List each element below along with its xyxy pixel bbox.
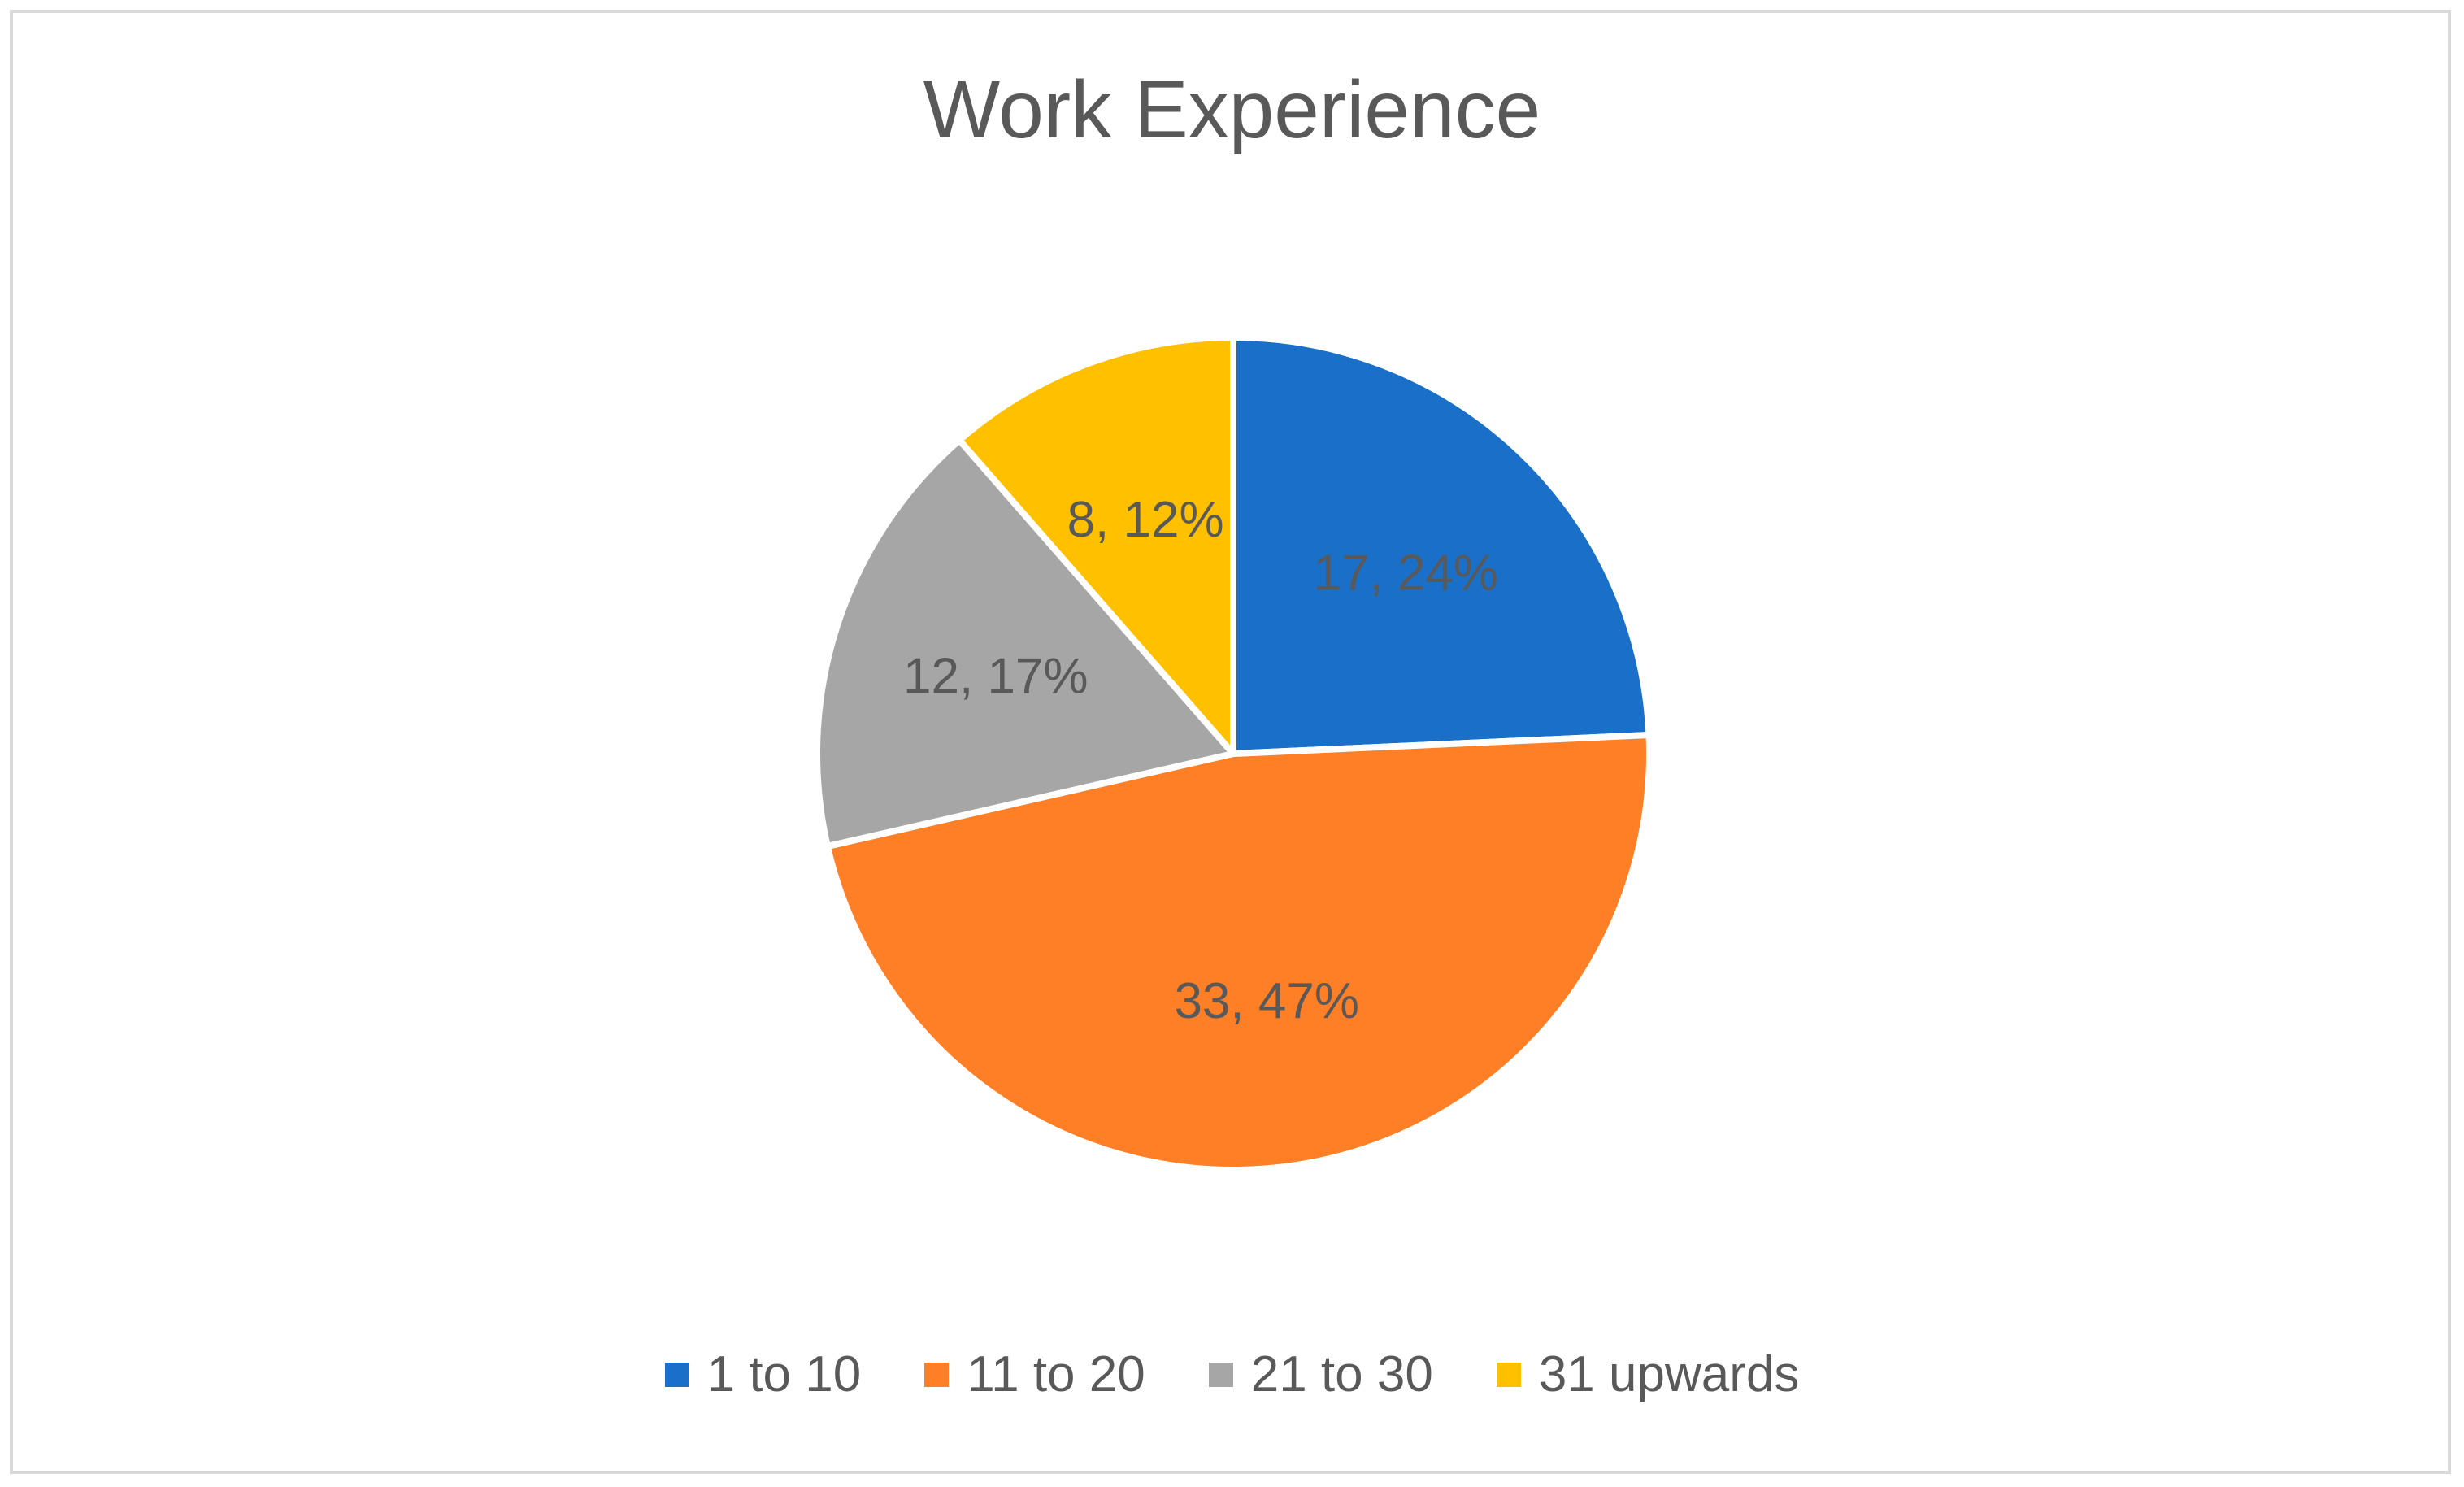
legend-label-11-to-20: 11 to 20 — [967, 1346, 1145, 1402]
legend-label-21-to-30: 21 to 30 — [1250, 1346, 1433, 1402]
chart-title: Work Experience — [923, 64, 1541, 155]
data-label-1-to-10: 17, 24% — [1314, 546, 1499, 602]
data-label-21-to-30: 12, 17% — [903, 649, 1089, 705]
data-label-11-to-20: 33, 47% — [1174, 973, 1359, 1029]
pie-slice-1-to-10 — [1230, 334, 1653, 757]
legend-swatch-31-upwards — [1496, 1362, 1521, 1387]
pie-slice-31-upwards — [956, 334, 1236, 757]
legend-label-31-upwards: 31 upwards — [1538, 1346, 1800, 1402]
chart-legend: 1 to 10 11 to 20 21 to 30 31 upwards — [0, 1346, 2464, 1403]
legend-item-21-to-30: 21 to 30 — [1208, 1346, 1433, 1403]
legend-item-1-to-10: 1 to 10 — [664, 1346, 862, 1403]
legend-swatch-1-to-10 — [664, 1362, 689, 1387]
pie-slice-21-to-30 — [814, 437, 1236, 850]
legend-label-1-to-10: 1 to 10 — [706, 1346, 862, 1402]
pie-slice-11-to-20 — [824, 732, 1653, 1173]
data-label-31-upwards: 8, 12% — [1067, 492, 1224, 548]
legend-swatch-21-to-30 — [1208, 1362, 1233, 1387]
legend-swatch-11-to-20 — [924, 1362, 950, 1387]
legend-item-31-upwards: 31 upwards — [1496, 1346, 1800, 1403]
legend-item-11-to-20: 11 to 20 — [924, 1346, 1145, 1403]
